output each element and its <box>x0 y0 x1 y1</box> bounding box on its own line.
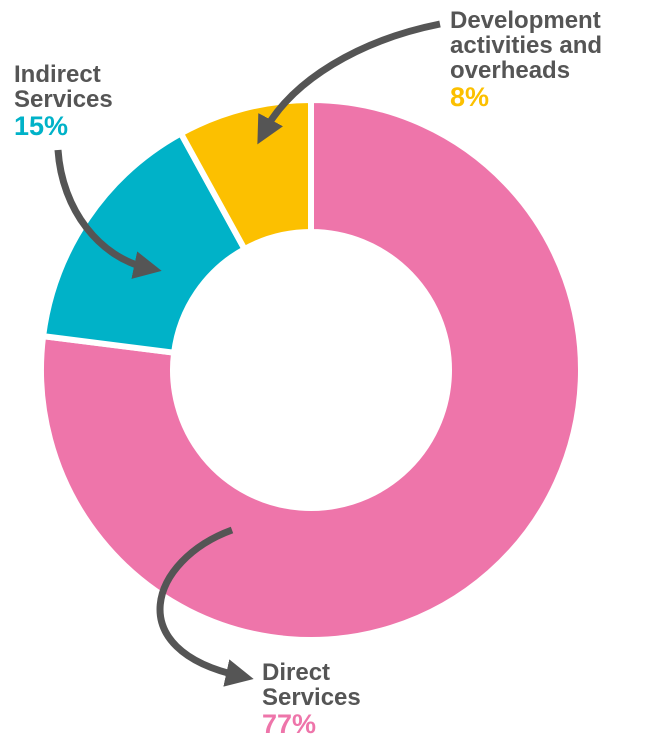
slice-label: Indirect Services 15% <box>14 62 139 140</box>
value-label: 77% <box>262 709 317 739</box>
slices <box>38 97 584 643</box>
slice-label: Development activities and overheads 8% <box>450 8 640 111</box>
arrow <box>156 526 254 687</box>
category-name: Indirect Services <box>14 61 113 113</box>
value-label: 15% <box>14 111 69 141</box>
slice-label: Direct Services 77% <box>262 660 402 738</box>
arrow <box>54 149 162 279</box>
slice <box>40 130 248 356</box>
slice <box>38 97 584 643</box>
category-name: Development activities and overheads <box>450 7 603 84</box>
value-label: 8% <box>450 82 490 112</box>
category-name: Direct Services <box>262 659 361 711</box>
arrow <box>257 20 441 145</box>
